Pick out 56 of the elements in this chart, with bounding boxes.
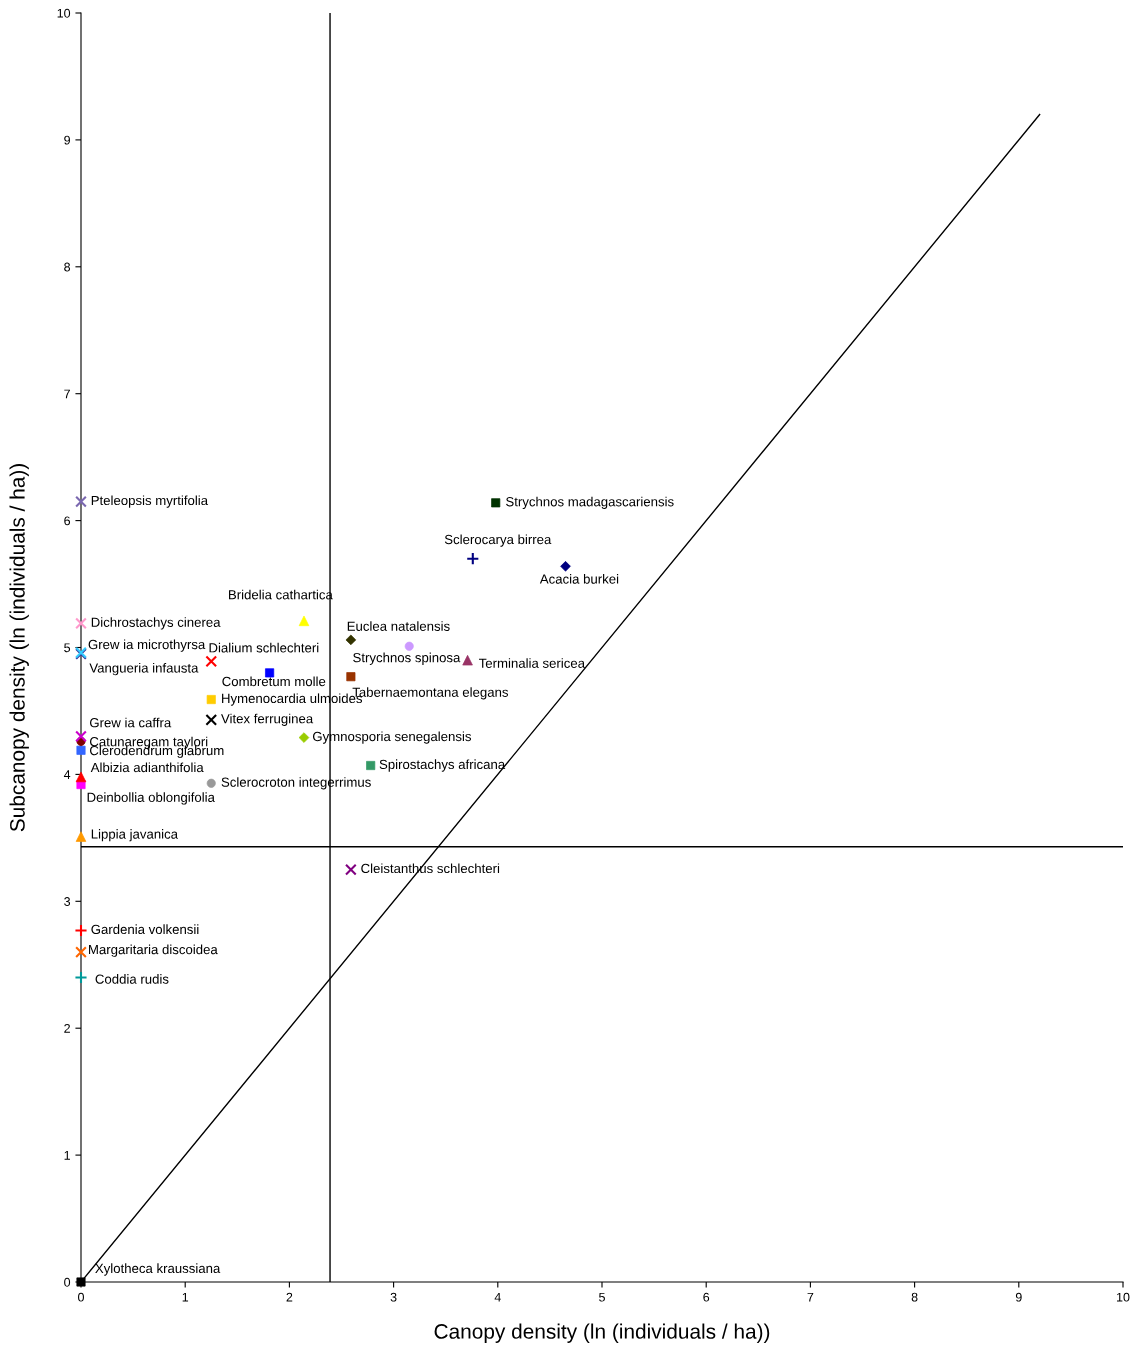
series-label: Strychnos spinosa [353, 652, 461, 665]
y-tick-label: 10 [57, 8, 71, 18]
x-tick-label: 0 [78, 1292, 84, 1302]
y-tick-label: 6 [64, 516, 71, 526]
point [75, 946, 87, 958]
y-tick-label: 2 [64, 1024, 70, 1033]
point [75, 730, 87, 743]
series-label: Grew ia microthyrsa [88, 639, 206, 652]
x-tick-label: 2 [286, 1292, 293, 1302]
series-label: Coddia rudis [95, 974, 169, 984]
x-tick-label: 5 [599, 1292, 605, 1302]
point [466, 552, 480, 566]
series-label: Vitex ferruginea [221, 713, 314, 726]
x-tick-label: 4 [494, 1292, 501, 1302]
point [205, 713, 218, 726]
point [205, 655, 218, 668]
series-label: Sclerocarya birrea [444, 534, 552, 547]
series-label: Grew ia caffra [90, 717, 172, 728]
y-tick-label: 7 [64, 389, 70, 399]
x-tick-label: 9 [1015, 1292, 1022, 1302]
y-tick-label: 4 [63, 770, 71, 779]
y-tick-label: 9 [64, 135, 70, 145]
series-label: Acacia burkei [539, 574, 619, 584]
series-label: Pteleopsis myrtifolia [91, 495, 209, 508]
series-label: Euclea natalensis [347, 621, 450, 631]
point [74, 923, 88, 938]
series-label: Terminalia sericea [478, 658, 586, 668]
series-label: Vangueria infausta [89, 662, 199, 676]
y-tick-label: 8 [64, 262, 71, 272]
point [74, 970, 88, 985]
x-tick-label: 1 [182, 1292, 189, 1302]
series-label: Dichrostachys cinerea [91, 617, 221, 630]
x-tick-label: 7 [807, 1292, 814, 1302]
series-label: Margaritaria discoidea [89, 944, 218, 957]
point [344, 863, 357, 876]
x-axis-title: Canopy density (ln (individuals / ha)) [434, 1323, 770, 1343]
y-tick-label: 0 [64, 1277, 71, 1287]
y-tick-label: 1 [64, 1151, 70, 1160]
y-tick-label: 5 [64, 643, 71, 653]
point [75, 617, 87, 630]
x-tick-label: 6 [703, 1292, 710, 1302]
series-label: Strychnos madagascariensis [506, 496, 674, 509]
series-label: Spirostachys africana [379, 759, 506, 772]
y-tick-label: 3 [64, 897, 71, 906]
x-tick-label: 8 [911, 1292, 918, 1302]
series-label: Combretum molle [222, 676, 326, 687]
x-tick-label: 10 [1117, 1292, 1130, 1302]
series-label: Deinbollia oblongifolia [87, 792, 215, 805]
y-axis-title: Subcanopy density (ln (individuals / ha)) [9, 464, 29, 832]
series-label: Dialium schlechteri [209, 642, 319, 653]
series-label: Gardenia volkensii [91, 924, 199, 935]
x-tick-label: 3 [390, 1292, 397, 1302]
series-label: Xylotheca kraussiana [95, 1263, 221, 1276]
series-label: Lippia javanica [91, 829, 179, 842]
series-label: Albizia adianthifolia [90, 762, 204, 773]
point [75, 495, 87, 508]
